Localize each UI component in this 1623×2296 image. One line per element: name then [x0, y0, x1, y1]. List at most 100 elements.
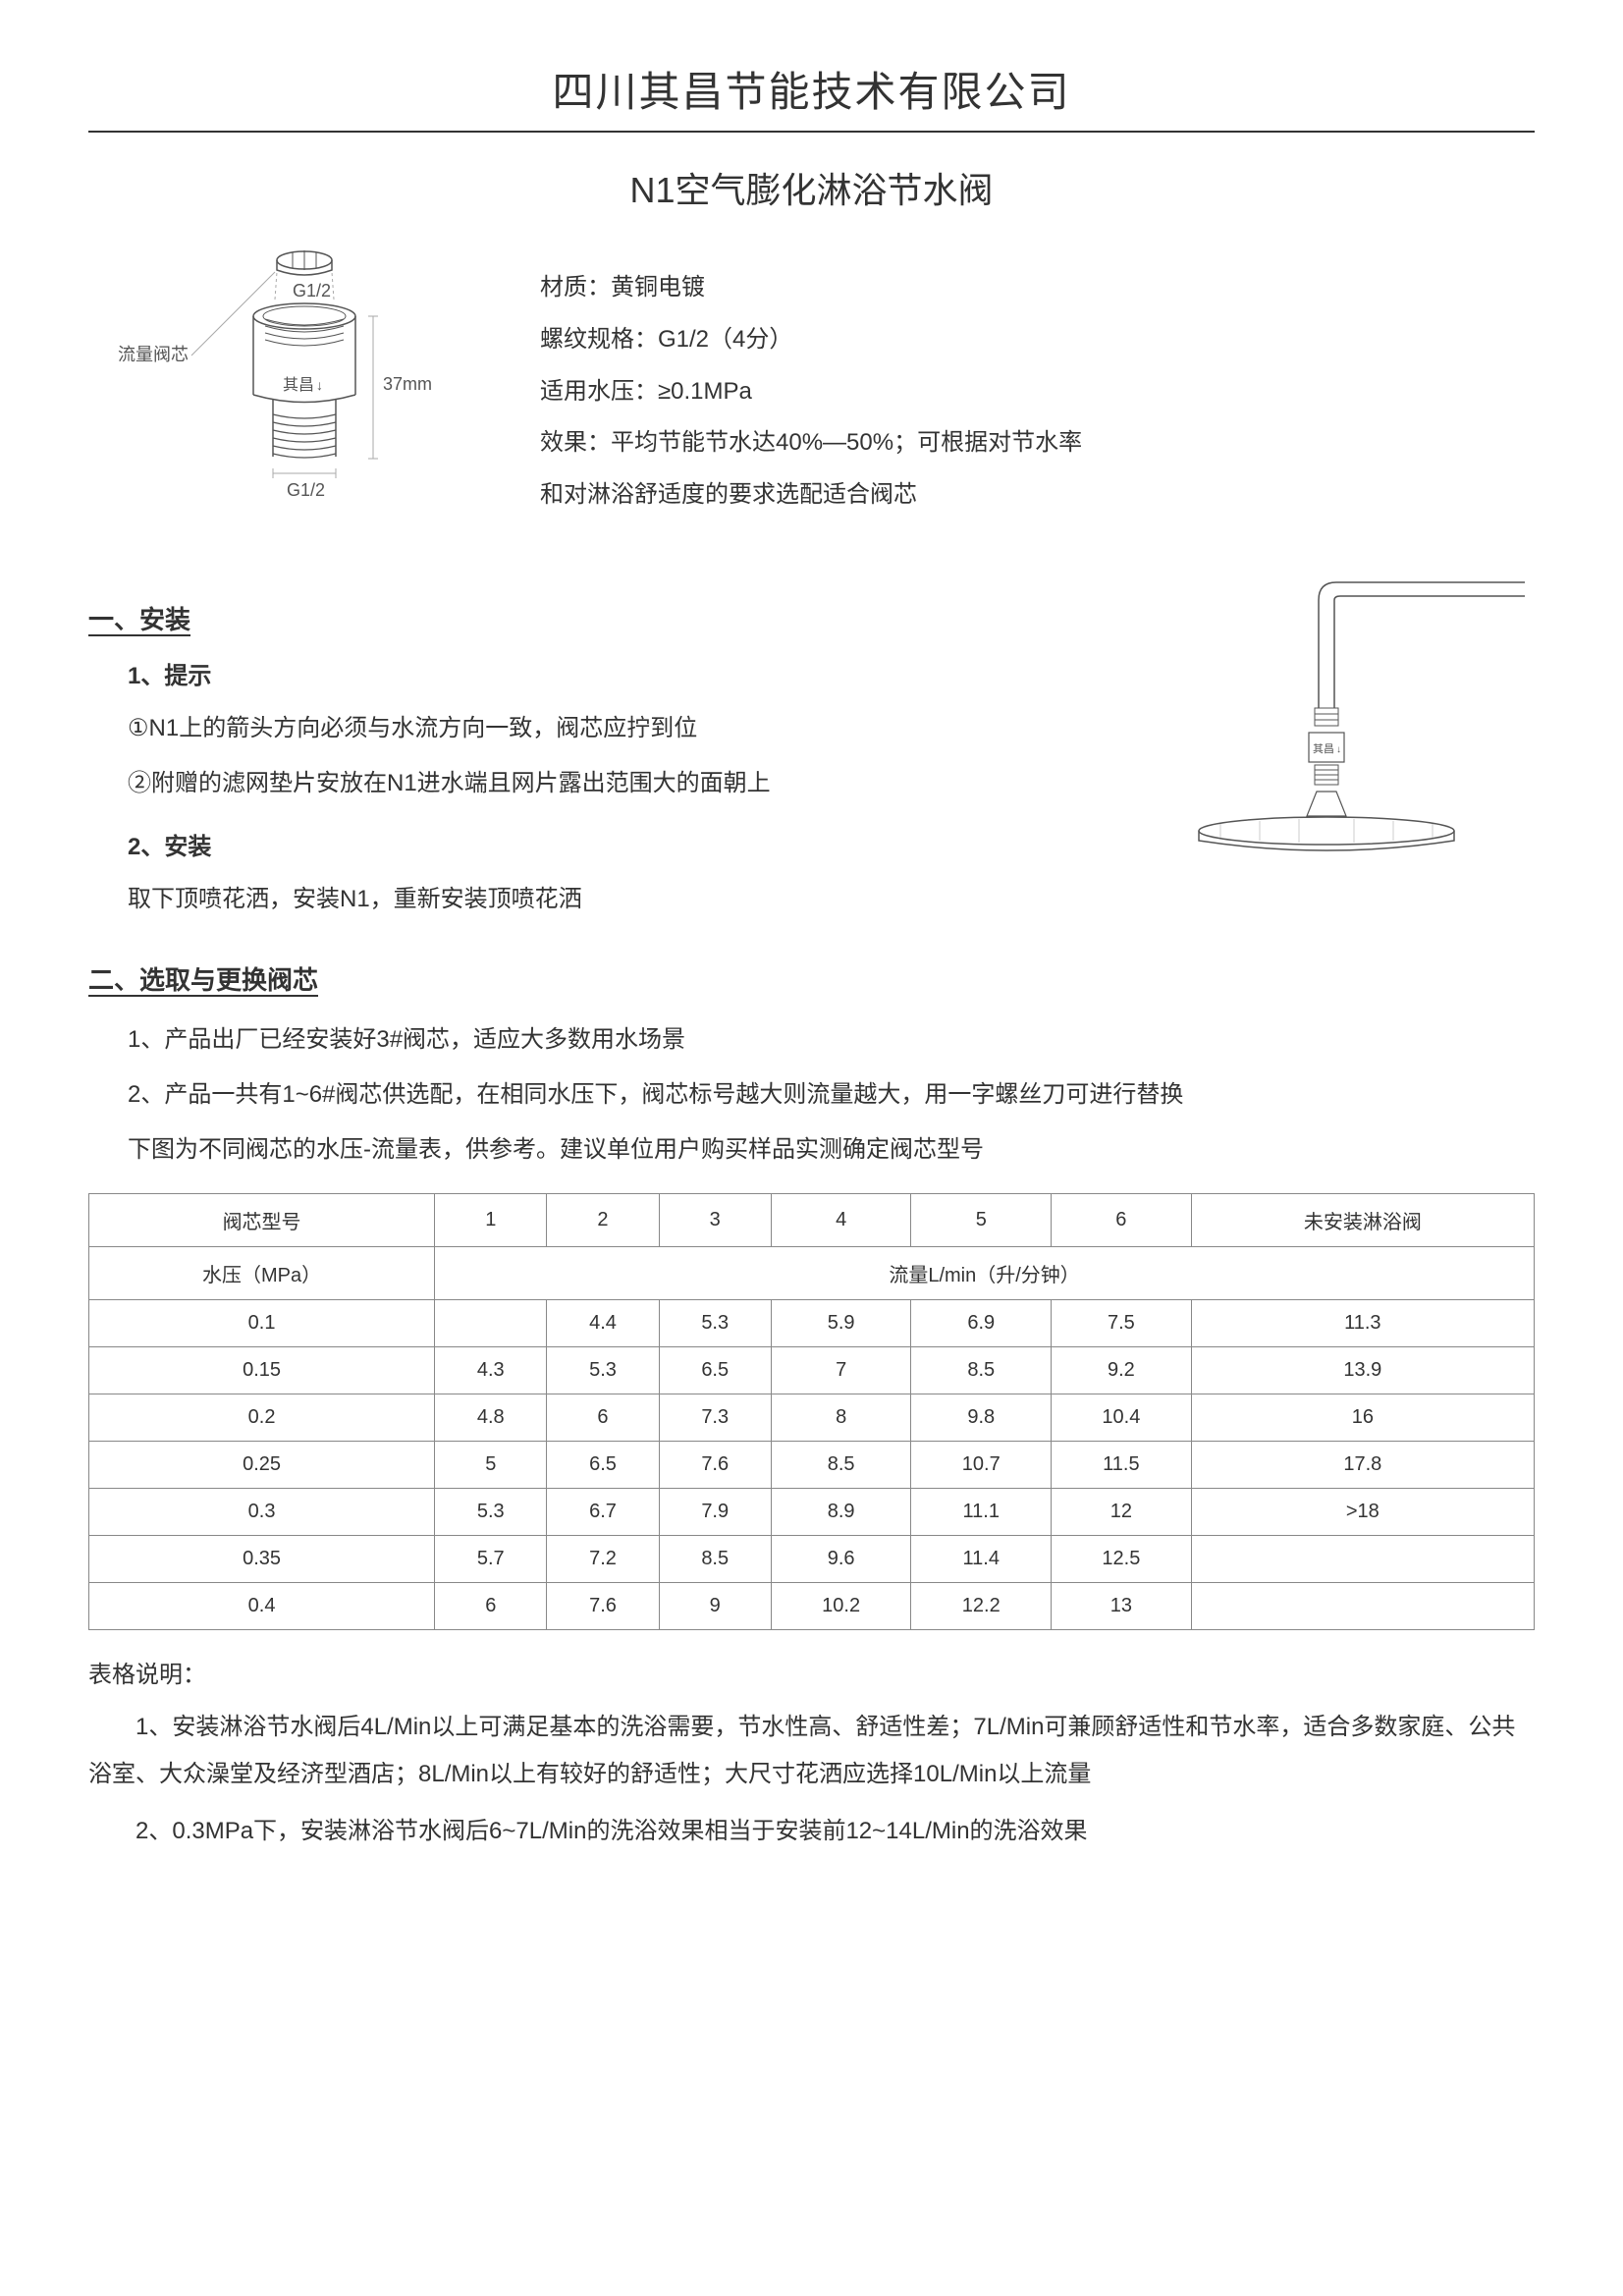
cell-value: 5.7 [435, 1535, 547, 1582]
specs: 材质：黄铜电镀 螺纹规格：G1/2（4分） 适用水压：≥0.1MPa 效果：平均… [540, 243, 1535, 521]
spec-material: 材质：黄铜电镀 [540, 262, 1535, 314]
install-brand-label: 其昌 [1313, 742, 1334, 755]
cell-value: 4.8 [435, 1394, 547, 1441]
product-title: N1空气膨化淋浴节水阀 [88, 162, 1535, 213]
th-model-5: 5 [911, 1193, 1052, 1246]
flow-table: 阀芯型号 1 2 3 4 5 6 未安装淋浴阀 水压（MPa） 流量L/min（… [88, 1193, 1535, 1630]
cell-value: 7.2 [547, 1535, 659, 1582]
install-text-block: 一、安装 1、提示 ①N1上的箭头方向必须与水流方向一致，阀芯应拧到位 ②附赠的… [88, 571, 1083, 931]
install-diagram: 其昌 ↓ [1122, 571, 1535, 909]
cell-value: 6.5 [547, 1441, 659, 1488]
thread-top-label: G1/2 [293, 281, 331, 301]
spec-thread: 螺纹规格：G1/2（4分） [540, 314, 1535, 366]
table-header-row: 阀芯型号 1 2 3 4 5 6 未安装淋浴阀 [89, 1193, 1535, 1246]
section1-sub1: 1、提示 [128, 656, 1083, 690]
cell-value: 11.4 [911, 1535, 1052, 1582]
section1-heading: 一、安装 [88, 600, 1083, 636]
cell-value: 4.4 [547, 1299, 659, 1346]
th-flow: 流量L/min（升/分钟） [435, 1246, 1535, 1299]
cell-value: 5.3 [659, 1299, 771, 1346]
spec-pressure: 适用水压：≥0.1MPa [540, 366, 1535, 418]
cell-value: 9.6 [771, 1535, 911, 1582]
shower-diagram-svg: 其昌 ↓ [1122, 571, 1535, 904]
cell-pressure: 0.1 [89, 1299, 435, 1346]
cell-value: 11.1 [911, 1488, 1052, 1535]
table-note1: 1、安装淋浴节水阀后4L/Min以上可满足基本的洗浴需要，节水性高、舒适性差；7… [88, 1704, 1535, 1798]
cell-value: 6 [547, 1394, 659, 1441]
cell-value: 4.3 [435, 1346, 547, 1394]
valve-diagram-svg: G1/2 [118, 243, 452, 518]
cell-value: 10.7 [911, 1441, 1052, 1488]
cell-value: 10.2 [771, 1582, 911, 1629]
cell-value: 9.8 [911, 1394, 1052, 1441]
section2-heading: 二、选取与更换阀芯 [88, 960, 1535, 997]
th-model-1: 1 [435, 1193, 547, 1246]
table-row: 0.24.867.389.810.416 [89, 1394, 1535, 1441]
table-row: 0.2556.57.68.510.711.517.8 [89, 1441, 1535, 1488]
cell-pressure: 0.2 [89, 1394, 435, 1441]
th-model-4: 4 [771, 1193, 911, 1246]
divider [88, 131, 1535, 133]
cell-value: 5.3 [435, 1488, 547, 1535]
section2-line1: 1、产品出厂已经安装好3#阀芯，适应大多数用水场景 [128, 1016, 1535, 1064]
cell-pressure: 0.35 [89, 1535, 435, 1582]
cell-pressure: 0.3 [89, 1488, 435, 1535]
table-notes-heading: 表格说明： [88, 1655, 1535, 1689]
th-pressure: 水压（MPa） [89, 1246, 435, 1299]
cell-value: 8.5 [911, 1346, 1052, 1394]
tip1: ①N1上的箭头方向必须与水流方向一致，阀芯应拧到位 [128, 705, 1083, 752]
cell-value: 8.9 [771, 1488, 911, 1535]
valve-core-label: 流量阀芯 [118, 345, 189, 364]
cell-value: 11.3 [1191, 1299, 1534, 1346]
thread-bottom-label: G1/2 [287, 480, 325, 500]
cell-value: 8.5 [659, 1535, 771, 1582]
cell-value: 9.2 [1052, 1346, 1192, 1394]
cell-value [1191, 1535, 1534, 1582]
cell-value: >18 [1191, 1488, 1534, 1535]
cell-value: 12.5 [1052, 1535, 1192, 1582]
table-row: 0.467.6910.212.213 [89, 1582, 1535, 1629]
cell-value: 11.5 [1052, 1441, 1192, 1488]
cell-value: 7.5 [1052, 1299, 1192, 1346]
arrow-down-icon: ↓ [316, 377, 323, 393]
table-row: 0.154.35.36.578.59.213.9 [89, 1346, 1535, 1394]
arrow-down-icon: ↓ [1336, 744, 1341, 755]
cell-value: 6 [435, 1582, 547, 1629]
cell-value: 7.6 [659, 1441, 771, 1488]
install-text: 取下顶喷花洒，安装N1，重新安装顶喷花洒 [128, 876, 1083, 923]
brand-label: 其昌 [283, 376, 314, 394]
cell-value: 7.3 [659, 1394, 771, 1441]
section2-line3: 下图为不同阀芯的水压-流量表，供参考。建议单位用户购买样品实测确定阀芯型号 [128, 1126, 1535, 1174]
cell-value: 17.8 [1191, 1441, 1534, 1488]
th-model: 阀芯型号 [89, 1193, 435, 1246]
th-no-valve: 未安装淋浴阀 [1191, 1193, 1534, 1246]
cell-value: 16 [1191, 1394, 1534, 1441]
cell-value: 12 [1052, 1488, 1192, 1535]
tip2: ②附赠的滤网垫片安放在N1进水端且网片露出范围大的面朝上 [128, 760, 1083, 807]
cell-value [435, 1299, 547, 1346]
table-note2: 2、0.3MPa下，安装淋浴节水阀后6~7L/Min的洗浴效果相当于安装前12~… [88, 1808, 1535, 1855]
cell-value: 7.9 [659, 1488, 771, 1535]
company-name: 四川其昌节能技术有限公司 [88, 59, 1535, 119]
table-row: 0.35.36.77.98.911.112>18 [89, 1488, 1535, 1535]
th-model-6: 6 [1052, 1193, 1192, 1246]
cell-value: 7.6 [547, 1582, 659, 1629]
cell-value: 6.9 [911, 1299, 1052, 1346]
cell-value: 6.7 [547, 1488, 659, 1535]
cell-value: 5.9 [771, 1299, 911, 1346]
top-section: G1/2 [88, 243, 1535, 521]
cell-pressure: 0.25 [89, 1441, 435, 1488]
cell-value: 13.9 [1191, 1346, 1534, 1394]
table-row: 0.355.77.28.59.611.412.5 [89, 1535, 1535, 1582]
cell-value: 7 [771, 1346, 911, 1394]
spec-effect1: 效果：平均节能节水达40%—50%；可根据对节水率 [540, 417, 1535, 469]
cell-value: 6.5 [659, 1346, 771, 1394]
th-model-2: 2 [547, 1193, 659, 1246]
cell-value: 12.2 [911, 1582, 1052, 1629]
cell-value: 5.3 [547, 1346, 659, 1394]
cell-value [1191, 1582, 1534, 1629]
spec-effect2: 和对淋浴舒适度的要求选配适合阀芯 [540, 469, 1535, 521]
cell-value: 5 [435, 1441, 547, 1488]
height-label: 37mm [383, 374, 432, 394]
table-subheader-row: 水压（MPa） 流量L/min（升/分钟） [89, 1246, 1535, 1299]
